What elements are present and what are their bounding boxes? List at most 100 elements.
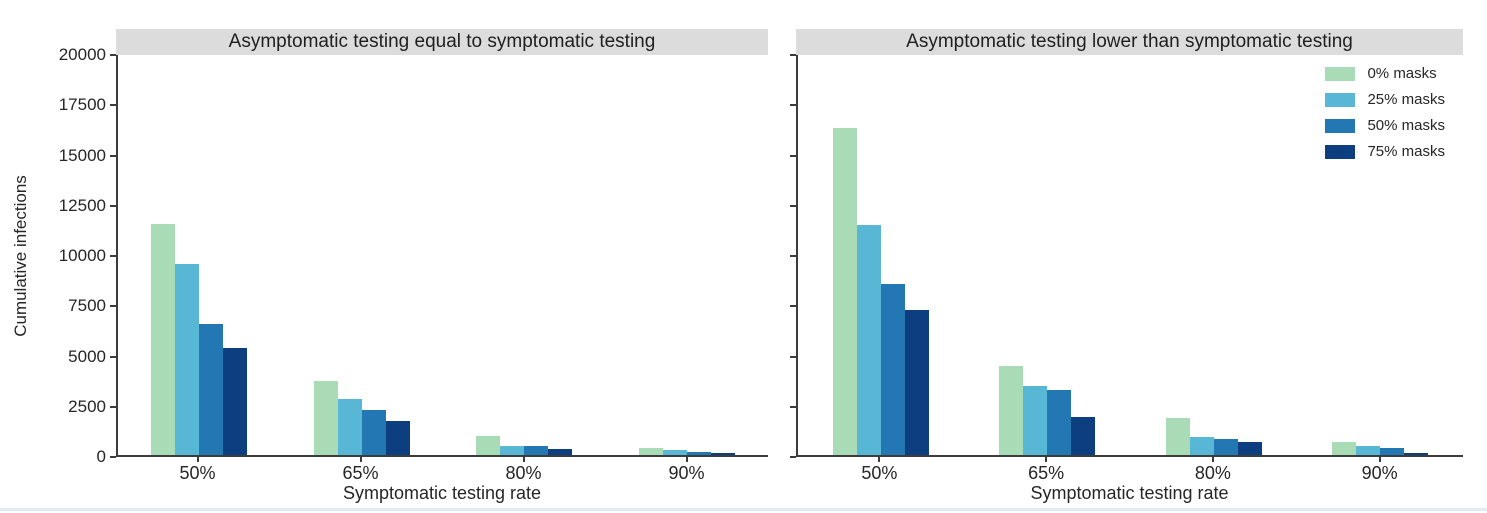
bar-50%-75masks: [223, 348, 248, 455]
bar-80%-25masks: [1189, 436, 1214, 455]
x-tick-mark: [685, 457, 688, 462]
legend-label: 0% masks: [1367, 65, 1437, 82]
y-tick-mark: [110, 405, 116, 408]
y-tick-mark: [110, 54, 116, 56]
y-axis-left: 0 2500 5000 7500 10000 12500 15000 17500 20000: [34, 29, 116, 483]
y-tick-mark: [110, 154, 116, 157]
bar-80%-25masks: [500, 445, 525, 455]
y-tick-label: 15000: [58, 145, 106, 165]
x-tick-label: 90%: [1296, 457, 1463, 483]
bar-80%-0masks: [476, 435, 501, 455]
x-axis-ticks-left: 50% 65% 80% 90%: [116, 457, 768, 483]
y-tick-mark: [110, 255, 116, 257]
bar-50%-25masks: [175, 264, 200, 455]
bar-50%-50masks: [199, 324, 224, 455]
bar-65%-0masks: [313, 380, 338, 455]
bar-80%-75masks: [548, 448, 573, 455]
bar-65%-50masks: [361, 409, 386, 455]
y-tick-label: 5000: [68, 346, 106, 366]
y-axis-right: [768, 29, 796, 483]
y-tick-label: 12500: [58, 195, 106, 215]
y-tick-label: 0: [96, 447, 106, 466]
legend-swatch: [1325, 92, 1356, 107]
legend-swatch: [1325, 144, 1356, 159]
bar-90%-50masks: [686, 452, 711, 455]
y-tick-label: 7500: [68, 296, 106, 316]
bar-65%-0masks: [999, 365, 1024, 455]
bar-group-65%: [964, 55, 1130, 455]
x-tick-mark: [1378, 457, 1381, 462]
y-tick-mark: [790, 355, 796, 358]
bar-90%-0masks: [638, 447, 663, 455]
y-tick-mark: [110, 305, 116, 308]
bar-90%-25masks: [1355, 445, 1380, 455]
y-tick-mark: [790, 255, 796, 257]
x-tick-label: 50%: [796, 457, 963, 483]
bar-50%-0masks: [151, 223, 176, 455]
x-tick-mark: [522, 457, 525, 462]
y-tick-label: 10000: [58, 246, 106, 265]
x-tick-label: 80%: [442, 457, 605, 483]
y-axis-label: Cumulative infections: [11, 175, 30, 337]
legend-swatch: [1325, 118, 1356, 133]
bar-group-50%: [798, 55, 964, 455]
bar-group-80%: [1131, 55, 1297, 455]
bar-90%-0masks: [1331, 441, 1356, 455]
y-tick-mark: [790, 456, 796, 458]
y-axis-ticks-left: 0 2500 5000 7500 10000 12500 15000 17500 20000: [34, 45, 116, 466]
legend-item: 25% masks: [1325, 91, 1445, 108]
y-tick-label: 20000: [58, 45, 106, 64]
x-tick-label: 50%: [116, 457, 279, 483]
legend: 0% masks 25% masks 50% masks 75% masks: [1325, 65, 1445, 160]
legend-label: 50% masks: [1367, 117, 1445, 134]
legend-label: 75% masks: [1367, 143, 1445, 160]
facet-panel-left: Asymptomatic testing equal to symptomati…: [116, 29, 768, 509]
bar-80%-50masks: [524, 445, 549, 455]
facet-title-right: Asymptomatic testing lower than symptoma…: [796, 29, 1463, 55]
page-bottom-divider: [0, 508, 1487, 511]
bar-80%-50masks: [1213, 438, 1238, 455]
bar-90%-50masks: [1379, 447, 1404, 455]
y-tick-mark: [790, 405, 796, 408]
bar-group-65%: [281, 55, 444, 455]
y-tick-mark: [110, 204, 116, 207]
x-tick-label: 65%: [279, 457, 442, 483]
bar-90%-25masks: [662, 450, 687, 455]
y-tick-mark: [110, 456, 116, 458]
x-tick-mark: [1045, 457, 1048, 462]
y-tick-mark: [790, 305, 796, 308]
y-tick-mark: [790, 204, 796, 207]
legend-item: 0% masks: [1325, 65, 1445, 82]
bar-50%-25masks: [857, 224, 882, 455]
facet-panel-right: Asymptomatic testing lower than symptoma…: [796, 29, 1463, 509]
y-axis-ticks-right: [768, 54, 796, 458]
y-tick-mark: [110, 355, 116, 358]
bar-50%-50masks: [881, 284, 906, 455]
x-tick-mark: [1211, 457, 1214, 462]
y-tick-mark: [790, 54, 796, 56]
y-tick-label: 17500: [58, 95, 106, 115]
y-tick-mark: [110, 104, 116, 107]
bar-50%-75masks: [905, 310, 930, 455]
x-axis-label-right: Symptomatic testing rate: [1030, 483, 1229, 503]
legend-label: 25% masks: [1367, 91, 1445, 108]
plot-area-left: [116, 55, 768, 457]
y-tick-mark: [790, 154, 796, 157]
bar-90%-75masks: [710, 453, 735, 455]
bar-90%-75masks: [1403, 453, 1428, 455]
bar-80%-0masks: [1165, 417, 1190, 455]
bar-65%-75masks: [1071, 416, 1096, 455]
x-axis-ticks-right: 50% 65% 80% 90%: [796, 457, 1463, 483]
bar-65%-50masks: [1047, 389, 1072, 455]
x-tick-label: 65%: [963, 457, 1130, 483]
legend-item: 75% masks: [1325, 143, 1445, 160]
bar-group-90%: [1297, 55, 1463, 455]
bar-65%-25masks: [337, 398, 362, 455]
x-tick-label: 90%: [605, 457, 768, 483]
y-tick-mark: [790, 104, 796, 107]
bar-65%-25masks: [1023, 385, 1048, 455]
y-axis-label-column: Cumulative infections: [8, 29, 34, 483]
plot-area-right: 0% masks 25% masks 50% masks 75% masks: [796, 55, 1463, 457]
x-tick-mark: [878, 457, 881, 462]
